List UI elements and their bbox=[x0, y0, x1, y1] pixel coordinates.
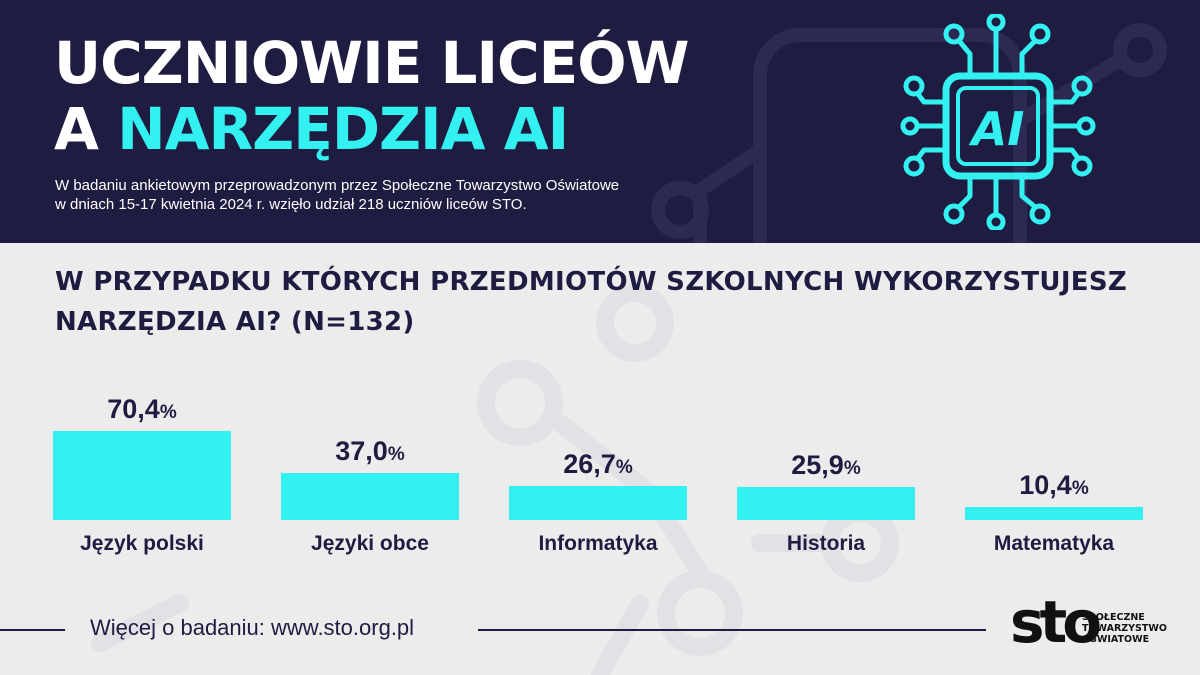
intro-text: W badaniu ankietowym przeprowadzonym prz… bbox=[55, 176, 735, 214]
intro-line-2: w dniach 15-17 kwietnia 2024 r. wzięło u… bbox=[55, 196, 527, 213]
title-line-1: UCZNIOWIE LICEÓW bbox=[54, 29, 690, 97]
background-circuit-decoration bbox=[91, 284, 899, 675]
header-banner: UCZNIOWIE LICEÓW A NARZĘDZIA AI W badani… bbox=[0, 0, 1200, 243]
category-label: Historia bbox=[786, 532, 866, 555]
bar-chart: 70,4% Język polski 37,0% Języki obce 26,7% In… bbox=[0, 380, 1200, 570]
bar-value-label: 70,4% bbox=[107, 394, 177, 424]
chart-title-line-1: W PRZYPADKU KTÓRYCH PRZEDMIOTÓW SZKOLNYC… bbox=[55, 267, 1128, 297]
bar bbox=[281, 473, 459, 520]
category-label: Język polski bbox=[80, 532, 204, 555]
chart-question: W PRZYPADKU KTÓRYCH PRZEDMIOTÓW SZKOLNYC… bbox=[55, 262, 1155, 342]
bar bbox=[53, 431, 231, 520]
bar-value-label: 26,7% bbox=[563, 449, 633, 479]
category-label: Języki obce bbox=[311, 532, 429, 555]
intro-line-1: W badaniu ankietowym przeprowadzonym prz… bbox=[55, 177, 620, 194]
bar bbox=[509, 486, 687, 520]
ai-chip-icon: AI bbox=[900, 14, 1096, 230]
logo-mark: sto bbox=[1010, 588, 1102, 656]
bar-value-label: 10,4% bbox=[1019, 470, 1089, 500]
title-prefix: A bbox=[54, 95, 99, 163]
page-title: UCZNIOWIE LICEÓW A NARZĘDZIA AI bbox=[54, 29, 690, 162]
bar bbox=[737, 487, 915, 520]
bar-value-label: 25,9% bbox=[791, 450, 861, 480]
title-accent: NARZĘDZIA AI bbox=[117, 95, 569, 163]
chart-title-line-2: NARZĘDZIA AI? (N=132) bbox=[55, 307, 415, 337]
category-label: Matematyka bbox=[993, 532, 1115, 555]
logo-line-2: TOWARZYSTWO bbox=[1082, 623, 1167, 634]
more-info-text: Więcej o badaniu: www.sto.org.pl bbox=[90, 615, 415, 640]
bar-value-label: 37,0% bbox=[335, 436, 405, 466]
category-label: Informatyka bbox=[538, 532, 658, 555]
sto-logo: sto SPOŁECZNE TOWARZYSTWO OŚWIATOWE bbox=[1010, 588, 1167, 660]
title-line-2: A NARZĘDZIA AI bbox=[54, 96, 689, 162]
ai-chip-label: AI bbox=[969, 102, 1025, 156]
footer-divider-left bbox=[0, 629, 65, 631]
footer-divider-right bbox=[478, 629, 986, 631]
logo-text: SPOŁECZNE TOWARZYSTWO OŚWIATOWE bbox=[1082, 612, 1167, 645]
logo-line-3: OŚWIATOWE bbox=[1082, 634, 1150, 645]
bar bbox=[965, 507, 1143, 520]
logo-line-1: SPOŁECZNE bbox=[1082, 612, 1145, 623]
